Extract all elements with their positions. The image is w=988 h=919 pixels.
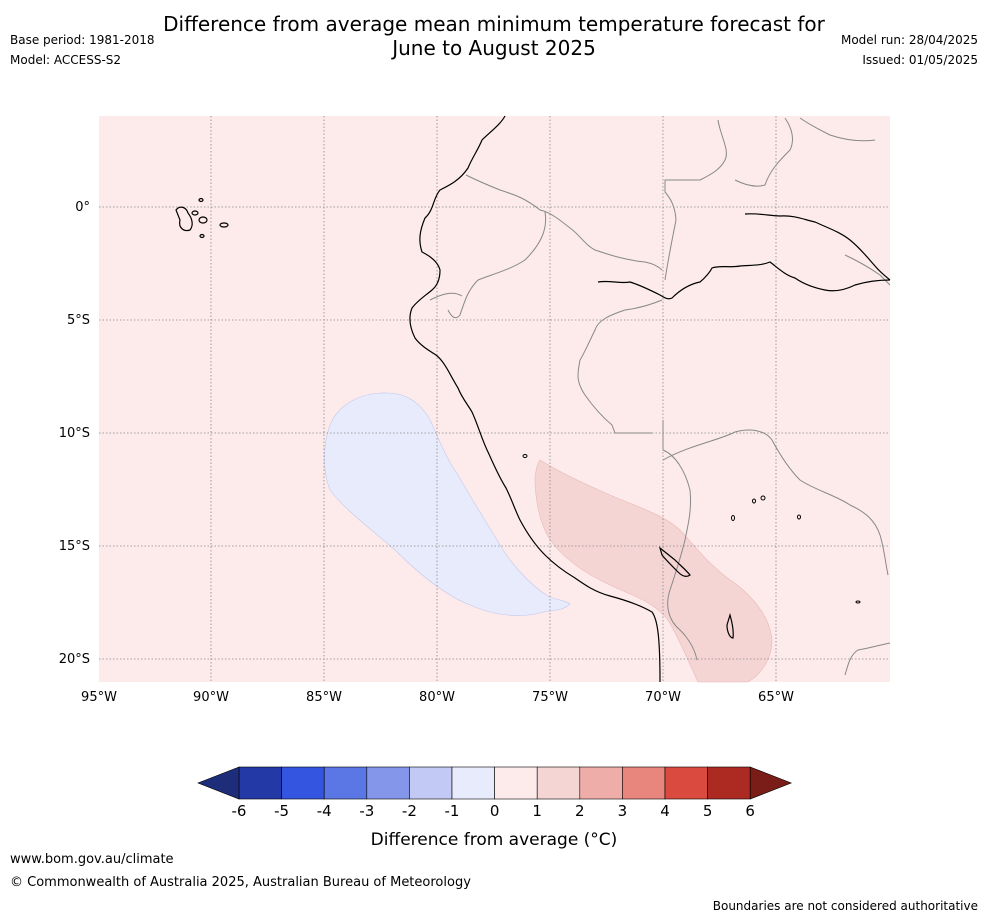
lat-tick-0: 0° <box>75 200 90 215</box>
colorbar-tick-label: -6 <box>232 802 247 820</box>
colorbar-tick-label: -2 <box>402 802 417 820</box>
colorbar-ticks: -6 -5 -4 -3 -2 -1 0 1 2 3 4 5 6 <box>232 802 755 820</box>
colorbar-tick-label: 3 <box>618 802 628 820</box>
lon-tick-85w: 85°W <box>306 690 342 705</box>
colorbar-segment <box>664 766 708 800</box>
colorbar-segment <box>409 766 453 800</box>
lon-tick-70w: 70°W <box>645 690 681 705</box>
lon-tick-90w: 90°W <box>193 690 229 705</box>
lon-tick-75w: 75°W <box>532 690 568 705</box>
colorbar-tick-label: -4 <box>317 802 332 820</box>
colorbar-label: Difference from average (°C) <box>371 830 618 850</box>
colorbar-over-arrow <box>749 766 793 800</box>
meta-right: Model run: 28/04/2025 Issued: 01/05/2025 <box>841 30 978 70</box>
colorbar-segment <box>494 766 538 800</box>
gridlines <box>99 116 890 682</box>
colorbar-tick-label: -1 <box>445 802 460 820</box>
colorbar-segment <box>579 766 623 800</box>
lon-tick-65w: 65°W <box>758 690 794 705</box>
galapagos-islands <box>175 197 229 239</box>
country-boundaries <box>429 117 891 676</box>
lon-tick-80w: 80°W <box>419 690 455 705</box>
colorbar-tick-label: 1 <box>532 802 542 820</box>
colorbar-segment <box>536 766 581 800</box>
title-line-1: Difference from average mean minimum tem… <box>163 12 825 36</box>
lon-tick-labels: 95°W 90°W 85°W 80°W 75°W 70°W 65°W <box>81 690 794 705</box>
colorbar-tick-label: 2 <box>575 802 585 820</box>
meta-left: Base period: 1981-2018 Model: ACCESS-S2 <box>10 30 155 70</box>
model-text: Model: ACCESS-S2 <box>10 53 122 67</box>
issued-text: Issued: 01/05/2025 <box>862 53 978 67</box>
footer-copyright: © Commonwealth of Australia 2025, Austra… <box>10 875 471 890</box>
colorbar-tick-label: 5 <box>703 802 713 820</box>
lat-tick-15s: 15°S <box>59 539 90 554</box>
colorbar-segment <box>622 766 666 800</box>
colorbar-tick-label: 4 <box>660 802 670 820</box>
colorbar-segment <box>238 766 282 800</box>
lat-tick-10s: 10°S <box>59 426 90 441</box>
model-run-text: Model run: 28/04/2025 <box>840 33 978 47</box>
colorbar-tick-label: -3 <box>359 802 374 820</box>
lon-tick-95w: 95°W <box>81 690 117 705</box>
base-period-text: Base period: 1981-2018 <box>10 33 155 47</box>
footer-disclaimer: Boundaries are not considered authoritat… <box>712 899 978 913</box>
colorbar-tick-label: -5 <box>274 802 289 820</box>
lat-tick-5s: 5°S <box>67 313 90 328</box>
small-islands <box>522 454 861 604</box>
chart-title: Difference from average mean minimum tem… <box>0 12 988 60</box>
colorbar <box>197 766 793 800</box>
colorbar-tick-label: 0 <box>490 802 500 820</box>
lat-tick-20s: 20°S <box>59 652 90 667</box>
colorbar-segment <box>707 766 751 800</box>
cool-anomaly-region <box>324 392 571 616</box>
colorbar-segment <box>323 766 368 800</box>
lat-tick-labels: 0° 5°S 10°S 15°S 20°S <box>59 200 90 667</box>
title-line-2: June to August 2025 <box>392 36 596 60</box>
footer-url: www.bom.gov.au/climate <box>10 852 174 867</box>
colorbar-under-arrow <box>197 766 240 800</box>
colorbar-segment <box>281 766 325 800</box>
coastlines <box>409 115 891 683</box>
warm-anomaly-region <box>534 459 773 683</box>
colorbar-tick-label: 6 <box>745 802 755 820</box>
colorbar-segment <box>366 766 410 800</box>
colorbar-segment <box>451 766 495 800</box>
